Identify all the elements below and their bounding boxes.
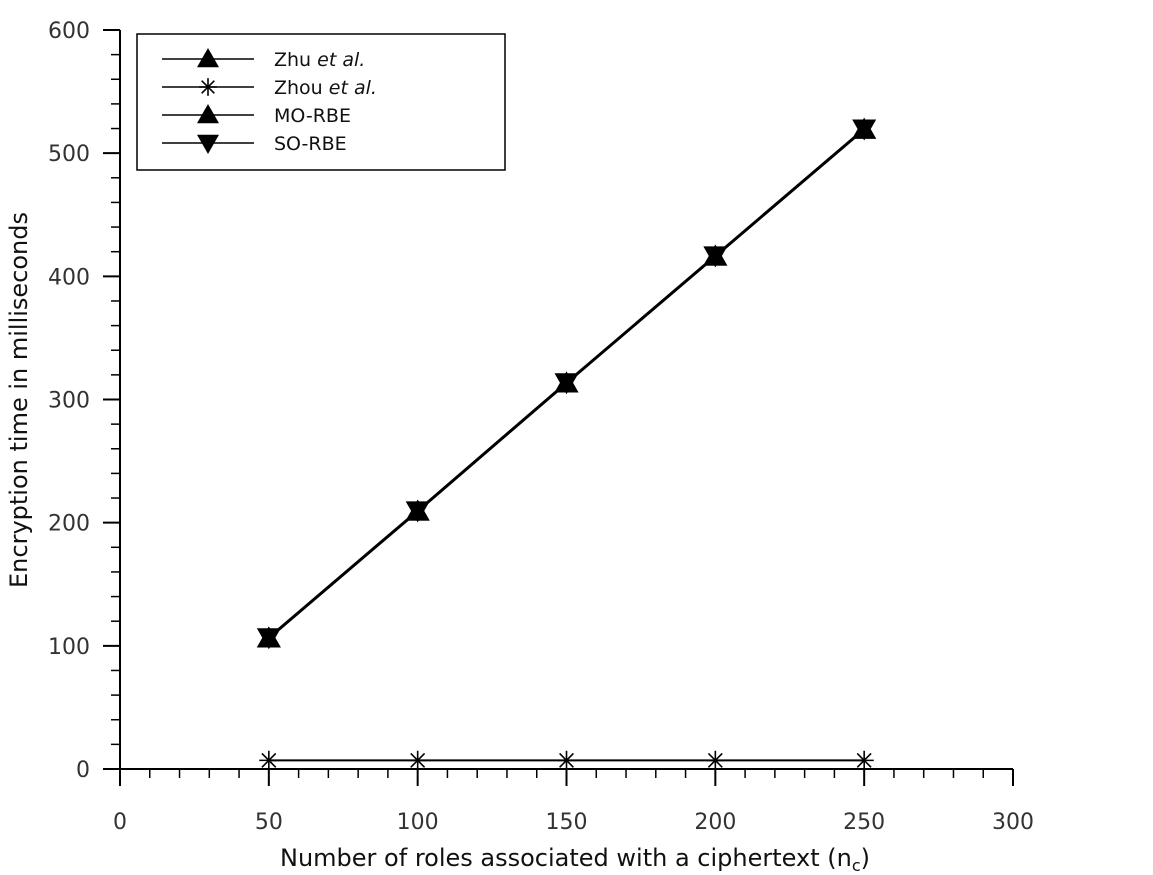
y-tick-label: 400 [48, 265, 90, 290]
legend-label-italic: et al. [311, 49, 365, 71]
legend-item: MO-RBE [162, 104, 351, 127]
data-point-marker [408, 750, 428, 770]
legend-label: Zhou et al. [274, 77, 377, 99]
legend-box [136, 33, 506, 171]
x-tick-label: 150 [546, 810, 588, 835]
x-tick-label: 200 [694, 810, 736, 835]
series-2 [259, 750, 874, 770]
data-point-marker [852, 119, 877, 141]
x-axis-title-subscript: c [852, 856, 861, 875]
legend-label: Zhu et al. [274, 49, 365, 71]
y-tick-label: 0 [76, 758, 90, 783]
data-point-marker [556, 750, 577, 770]
data-point-marker [554, 373, 579, 395]
data-point-marker [259, 750, 279, 770]
x-tick-label: 300 [992, 810, 1034, 835]
x-tick-label: 100 [397, 810, 439, 835]
legend-marker [197, 48, 219, 68]
legend-label-italic: et al. [323, 77, 377, 99]
data-point-marker [705, 750, 725, 770]
legend-marker [197, 134, 219, 154]
y-tick-label: 200 [48, 512, 90, 537]
x-tick-label: 50 [255, 810, 283, 835]
legend-label-name: SO-RBE [274, 133, 347, 155]
legend-label: SO-RBE [274, 133, 347, 155]
x-axis-title-main: Number of roles associated with a cipher… [280, 844, 852, 872]
legend-label-name: MO-RBE [274, 105, 351, 127]
y-tick-label: 500 [48, 142, 90, 167]
legend-label-name: Zhu [274, 49, 311, 71]
legend-marker [199, 78, 217, 96]
x-axis-title: Number of roles associated with a cipher… [280, 844, 870, 875]
legend-marker [197, 104, 219, 124]
legend-item: Zhou et al. [162, 77, 377, 99]
data-point-marker [703, 246, 728, 268]
x-tick-label: 250 [843, 810, 885, 835]
series-4 [256, 119, 877, 650]
legend-item: SO-RBE [162, 133, 347, 155]
x-axis-title-close: ) [861, 844, 870, 872]
y-tick-label: 600 [48, 19, 90, 44]
x-tick-label: 0 [113, 810, 127, 835]
y-tick-label: 100 [48, 635, 90, 660]
legend-label: MO-RBE [274, 105, 351, 127]
data-point-marker [405, 501, 430, 523]
y-tick-label: 300 [48, 389, 90, 414]
x-tick-labels: 0 50 100 150 200 250 300 [113, 810, 1034, 835]
y-tick-labels: 0 100 200 300 400 500 600 [48, 19, 90, 783]
data-point-marker [854, 750, 874, 770]
legend-item: Zhu et al. [162, 48, 365, 71]
minor-ticks [111, 53, 984, 778]
y-axis-title: Encryption time in milliseconds [5, 212, 33, 588]
series-layer [256, 117, 877, 770]
major-ticks [103, 29, 1014, 786]
data-point-marker [256, 628, 281, 650]
legend-label-name: Zhou [274, 77, 323, 99]
